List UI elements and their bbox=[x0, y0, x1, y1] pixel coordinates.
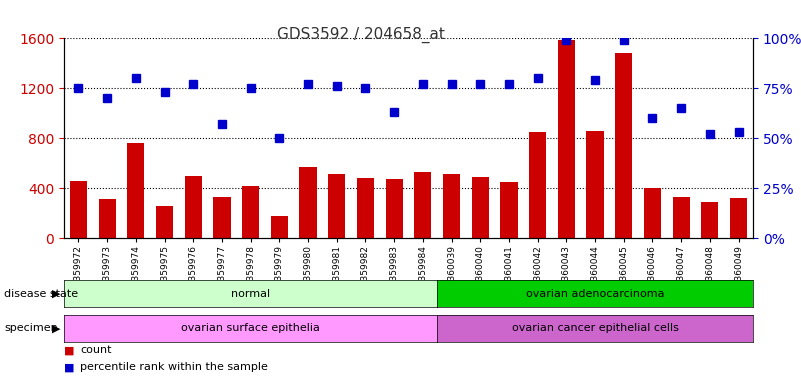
Bar bbox=[529, 132, 546, 238]
Bar bbox=[213, 197, 231, 238]
Text: ■: ■ bbox=[64, 362, 74, 372]
Bar bbox=[557, 40, 575, 238]
Bar bbox=[242, 186, 260, 238]
Text: normal: normal bbox=[231, 289, 270, 299]
Bar bbox=[385, 179, 403, 238]
Bar bbox=[328, 174, 345, 238]
Text: ovarian adenocarcinoma: ovarian adenocarcinoma bbox=[525, 289, 664, 299]
Text: ovarian cancer epithelial cells: ovarian cancer epithelial cells bbox=[512, 323, 678, 333]
Text: ▶: ▶ bbox=[51, 289, 60, 299]
Bar bbox=[184, 176, 202, 238]
Text: ■: ■ bbox=[64, 345, 74, 355]
Bar bbox=[127, 143, 144, 238]
Bar bbox=[730, 198, 747, 238]
Text: GDS3592 / 204658_at: GDS3592 / 204658_at bbox=[276, 27, 445, 43]
Bar bbox=[356, 178, 374, 238]
Bar bbox=[443, 174, 460, 238]
Text: ovarian surface epithelia: ovarian surface epithelia bbox=[181, 323, 320, 333]
Text: percentile rank within the sample: percentile rank within the sample bbox=[80, 362, 268, 372]
Bar bbox=[70, 180, 87, 238]
Text: count: count bbox=[80, 345, 111, 355]
Text: ▶: ▶ bbox=[51, 323, 60, 333]
Bar bbox=[701, 202, 718, 238]
Bar bbox=[99, 199, 115, 238]
Bar bbox=[300, 167, 316, 238]
Text: disease state: disease state bbox=[4, 289, 78, 299]
Bar bbox=[414, 172, 432, 238]
Bar bbox=[501, 182, 517, 238]
Bar bbox=[644, 188, 661, 238]
Bar bbox=[673, 197, 690, 238]
Bar bbox=[586, 131, 604, 238]
Bar bbox=[156, 206, 173, 238]
Bar bbox=[271, 216, 288, 238]
Text: specimen: specimen bbox=[4, 323, 58, 333]
Bar bbox=[615, 53, 632, 238]
Bar bbox=[472, 177, 489, 238]
